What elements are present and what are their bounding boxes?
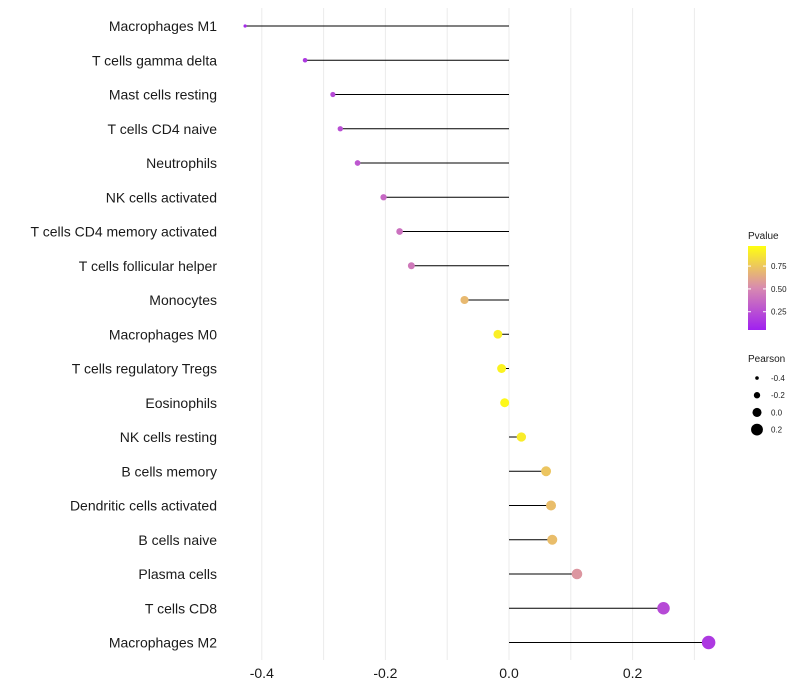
- x-axis-ticks: -0.4 -0.2 0.0 0.2: [250, 665, 643, 681]
- pvalue-tick-label: 0.25: [771, 308, 787, 317]
- category-labels: Macrophages M1 T cells gamma delta Mast ce…: [31, 18, 218, 651]
- pearson-legend-dot: [755, 376, 759, 380]
- lollipop-point: [493, 329, 503, 339]
- lollipop-point: [571, 568, 583, 580]
- lollipop-point: [546, 500, 557, 511]
- category-label: T cells CD8: [145, 600, 217, 616]
- category-label: Mast cells resting: [109, 87, 217, 103]
- category-label: T cells CD4 memory activated: [31, 224, 217, 240]
- pvalue-legend: Pvalue 0.75 0.50 0.25: [748, 231, 787, 330]
- pearson-legend-dot: [752, 407, 762, 417]
- lollipop-point: [701, 635, 716, 650]
- category-label: T cells regulatory Tregs: [72, 361, 217, 377]
- category-label: T cells CD4 naive: [108, 121, 218, 137]
- pearson-legend-dot: [753, 392, 761, 399]
- pearson-legend-label: 0.0: [771, 408, 783, 417]
- lollipop-point: [302, 57, 308, 63]
- category-label: Dendritic cells activated: [70, 498, 217, 514]
- category-label: Macrophages M2: [109, 635, 217, 651]
- pearson-legend: Pearson -0.4 -0.2 0.0 0.2: [748, 354, 785, 436]
- lollipop-point: [407, 262, 415, 270]
- lollipop-point: [330, 91, 336, 98]
- category-label: T cells gamma delta: [92, 52, 217, 68]
- lollipop-point: [516, 432, 527, 442]
- x-tick-label: -0.4: [250, 665, 274, 681]
- category-label: NK cells resting: [120, 429, 217, 445]
- pvalue-tick-label: 0.75: [771, 262, 787, 271]
- x-tick-label: 0.2: [623, 665, 643, 681]
- lollipop-points: [243, 24, 716, 650]
- lollipop-point: [541, 466, 552, 477]
- pvalue-legend-title: Pvalue: [748, 231, 779, 242]
- category-label: B cells naive: [138, 532, 217, 548]
- category-label: B cells memory: [121, 463, 217, 479]
- category-label: T cells follicular helper: [79, 258, 218, 274]
- category-label: Macrophages M0: [109, 326, 217, 342]
- lollipop-point: [547, 534, 558, 545]
- lollipop-point: [396, 228, 403, 235]
- pearson-legend-label: 0.2: [771, 426, 783, 435]
- lollipop-point: [657, 601, 670, 615]
- pvalue-colorbar: [748, 246, 766, 330]
- gridlines: [261, 8, 695, 660]
- lollipop-point: [380, 194, 387, 201]
- lollipop-point: [354, 160, 361, 166]
- category-label: Eosinophils: [145, 395, 217, 411]
- pearson-legend-label: -0.2: [771, 391, 785, 400]
- lollipop-point: [497, 364, 507, 373]
- lollipop-point: [243, 24, 247, 28]
- x-tick-label: 0.0: [499, 665, 519, 681]
- pvalue-legend-ticks: 0.75 0.50 0.25: [748, 262, 787, 317]
- lollipop-point: [337, 126, 343, 132]
- category-label: Macrophages M1: [109, 18, 217, 34]
- category-label: Monocytes: [149, 292, 217, 308]
- category-label: Plasma cells: [138, 566, 217, 582]
- lollipop-point: [500, 398, 510, 408]
- pvalue-tick-label: 0.50: [771, 285, 787, 294]
- pearson-legend-keys: -0.4 -0.2 0.0 0.2: [751, 374, 785, 436]
- pearson-legend-label: -0.4: [771, 374, 785, 383]
- x-tick-label: -0.2: [373, 665, 397, 681]
- lollipop-stems: [245, 25, 709, 643]
- lollipop-point: [460, 295, 469, 305]
- category-label: Neutrophils: [146, 155, 217, 171]
- category-label: NK cells activated: [106, 189, 217, 205]
- pearson-legend-dot: [751, 423, 763, 436]
- pearson-legend-title: Pearson: [748, 354, 785, 365]
